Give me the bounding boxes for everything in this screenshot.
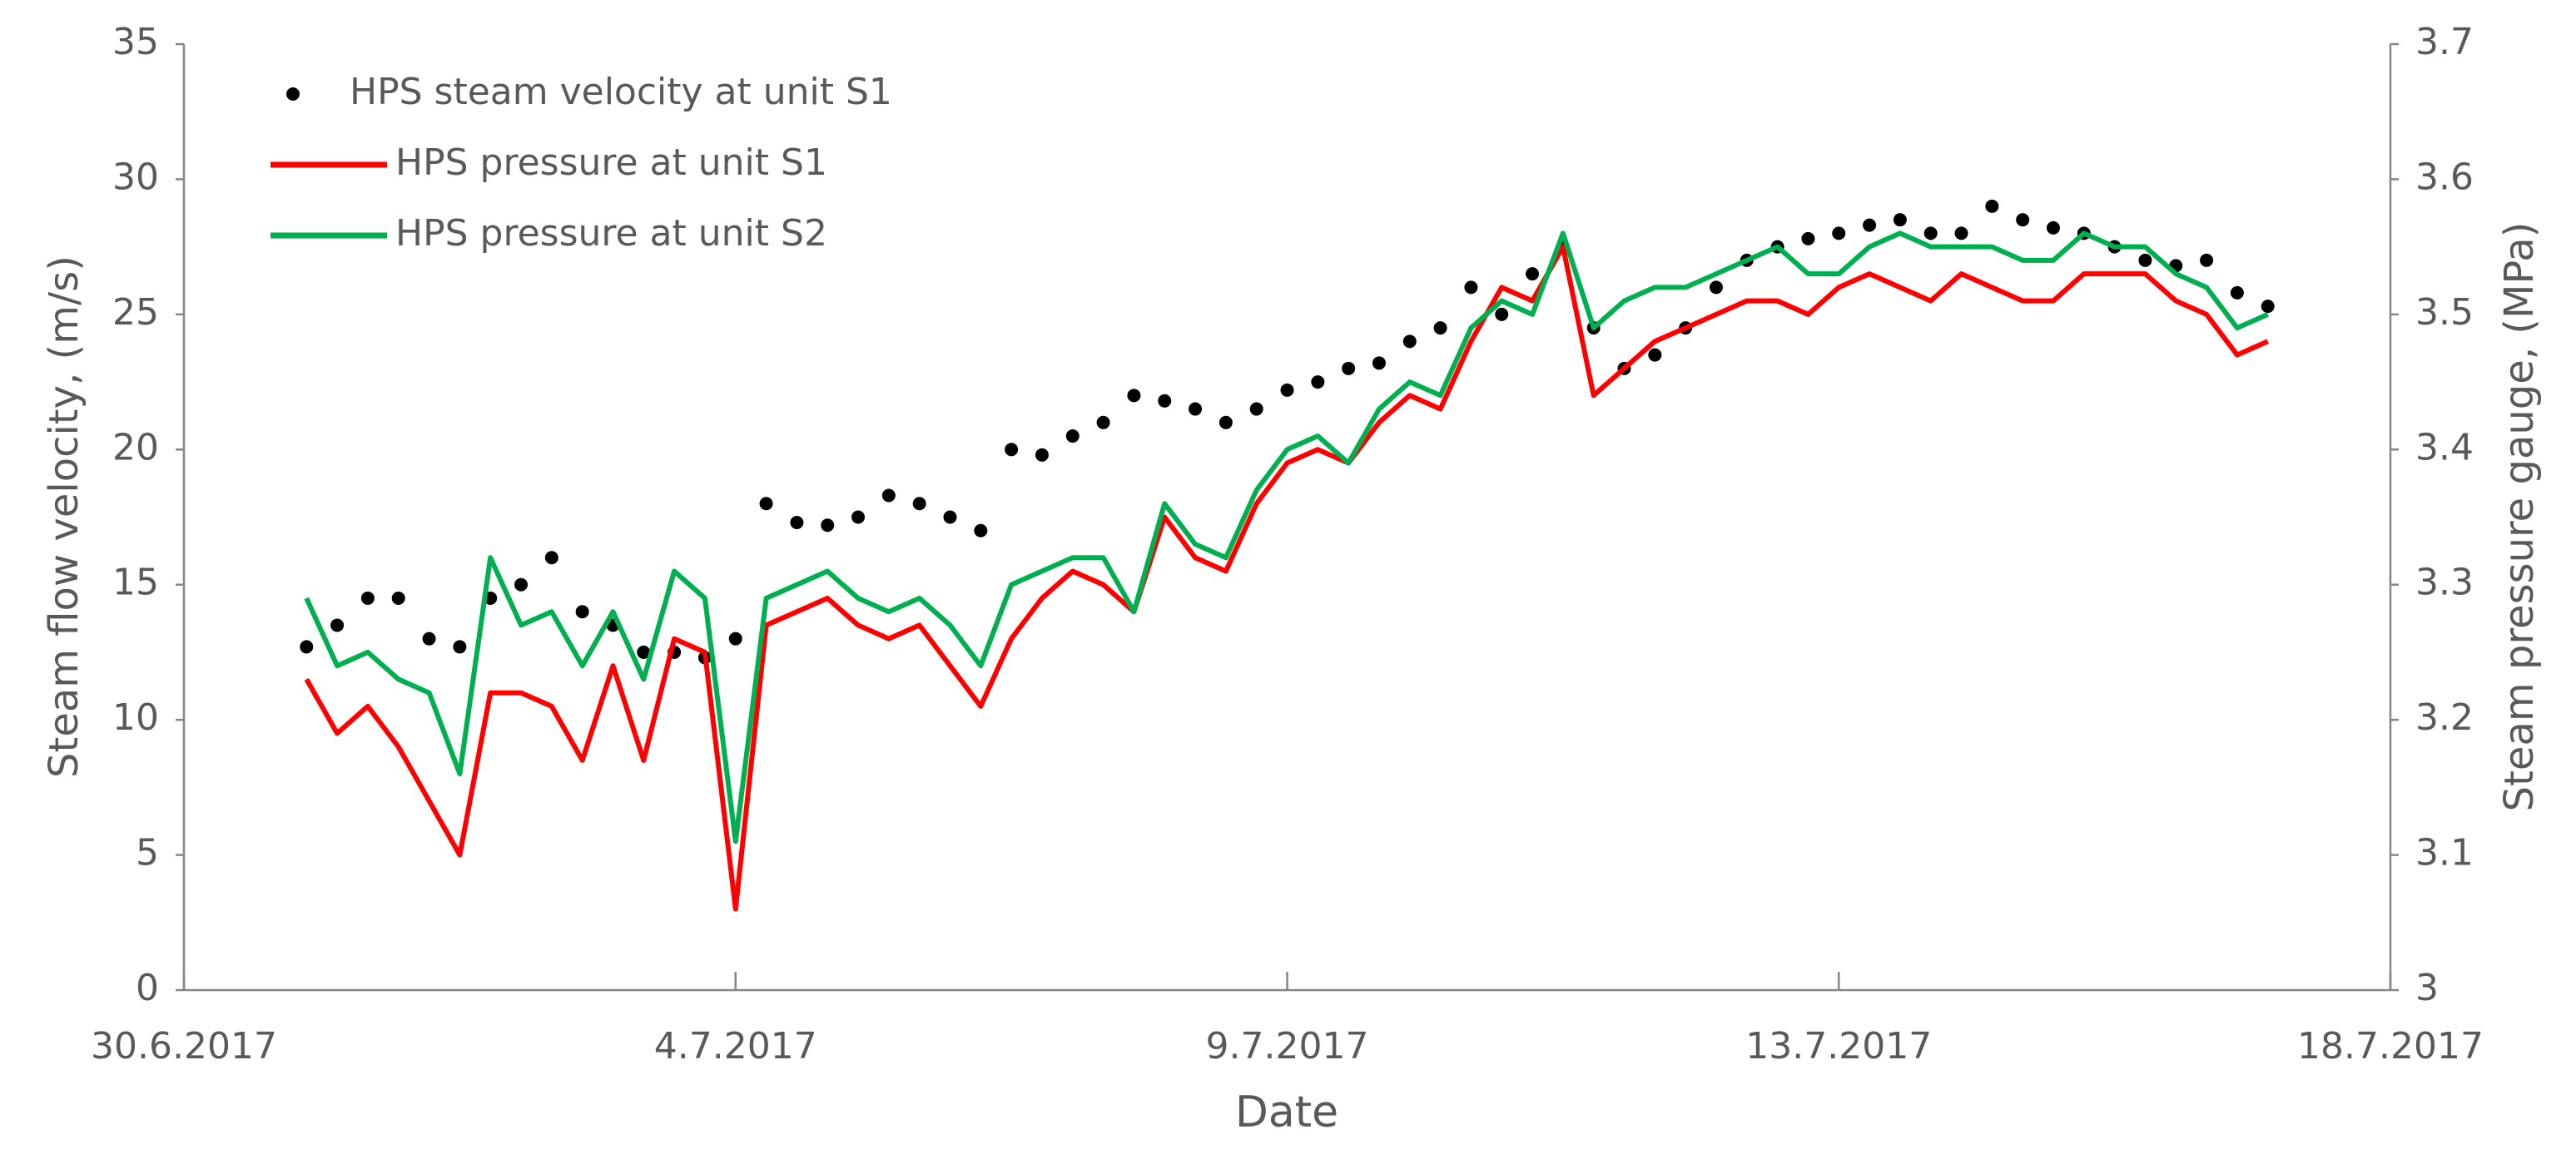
data-point	[391, 591, 405, 605]
data-point	[881, 488, 896, 503]
legend-marker	[286, 87, 300, 101]
y-tick-label: 25	[112, 291, 159, 334]
data-point	[1249, 402, 1263, 416]
data-point	[1923, 226, 1938, 240]
data-point	[300, 640, 314, 654]
y2-tick-label: 3.3	[2415, 562, 2474, 604]
y-tick-label: 35	[112, 21, 159, 63]
data-line	[304, 244, 2269, 912]
data-point	[2046, 220, 2060, 235]
y2-tick-label: 3.6	[2415, 156, 2474, 198]
data-point	[943, 510, 957, 524]
data-point	[575, 605, 589, 619]
data-point	[1311, 375, 1325, 389]
data-point	[330, 618, 345, 632]
data-point	[1801, 231, 1815, 245]
data-point	[1005, 443, 1019, 457]
data-point	[1402, 334, 1417, 349]
data-point	[1219, 415, 1233, 429]
data-point	[1342, 361, 1356, 375]
y-axis-title: Steam flow velocity, (m/s)	[41, 255, 87, 778]
data-point	[1985, 199, 1999, 213]
y2-tick-label: 3.1	[2415, 832, 2474, 874]
data-point	[2138, 253, 2152, 267]
x-tick-label: 4.7.2017	[654, 1025, 817, 1067]
data-point	[2200, 253, 2214, 267]
data-point	[1127, 389, 1141, 403]
data-point	[821, 518, 835, 532]
data-point	[1464, 280, 1478, 295]
legend-label: HPS pressure at unit S2	[395, 212, 827, 255]
data-point	[1893, 213, 1907, 227]
data-point	[1954, 226, 1968, 240]
data-point	[637, 645, 651, 659]
y-tick-label: 20	[112, 426, 159, 468]
legend-label: HPS pressure at unit S1	[395, 141, 827, 184]
data-point	[912, 497, 926, 511]
y2-axis-title: Steam pressure gauge, (MPa)	[2496, 222, 2543, 812]
data-point	[1035, 448, 1049, 462]
data-point	[1065, 429, 1080, 443]
data-point	[1526, 267, 1540, 281]
data-point	[360, 591, 375, 605]
y-tick-label: 30	[112, 156, 159, 198]
x-tick-label: 18.7.2017	[2297, 1025, 2484, 1067]
data-point	[790, 515, 804, 529]
data-point	[514, 577, 529, 592]
legend-label: HPS steam velocity at unit S1	[350, 71, 892, 113]
data-point	[1709, 280, 1723, 295]
y-tick-label: 15	[112, 562, 159, 604]
data-point	[422, 632, 436, 646]
x-axis-title: Date	[1235, 1087, 1338, 1137]
data-point	[1863, 218, 1877, 232]
x-tick-label: 30.6.2017	[91, 1025, 277, 1067]
y-tick-label: 5	[136, 832, 159, 874]
y2-tick-label: 3	[2415, 967, 2439, 1009]
data-point	[453, 640, 467, 654]
data-point	[851, 510, 866, 524]
data-point	[1495, 307, 1509, 321]
data-point	[1372, 356, 1386, 370]
data-point	[2261, 300, 2275, 314]
data-point	[1096, 415, 1110, 429]
data-point	[974, 523, 988, 537]
data-point	[759, 497, 773, 511]
data-point	[1433, 321, 1447, 335]
data-line	[304, 230, 2269, 845]
y-tick-label: 0	[136, 967, 159, 1009]
data-point	[1189, 402, 1203, 416]
data-point	[544, 551, 558, 565]
data-point	[2230, 285, 2244, 300]
y-tick-label: 10	[112, 696, 159, 739]
x-tick-label: 13.7.2017	[1745, 1025, 1932, 1067]
data-point	[1158, 394, 1172, 408]
data-point	[2016, 213, 2030, 227]
data-point	[1280, 383, 1294, 397]
data-point	[1648, 348, 1662, 362]
y2-tick-label: 3.4	[2415, 426, 2474, 468]
data-point	[728, 632, 742, 646]
y2-tick-label: 3.7	[2415, 21, 2474, 63]
y2-tick-label: 3.5	[2415, 291, 2474, 334]
x-tick-label: 9.7.2017	[1206, 1025, 1369, 1067]
y2-tick-label: 3.2	[2415, 696, 2474, 739]
data-point	[1832, 226, 1846, 240]
